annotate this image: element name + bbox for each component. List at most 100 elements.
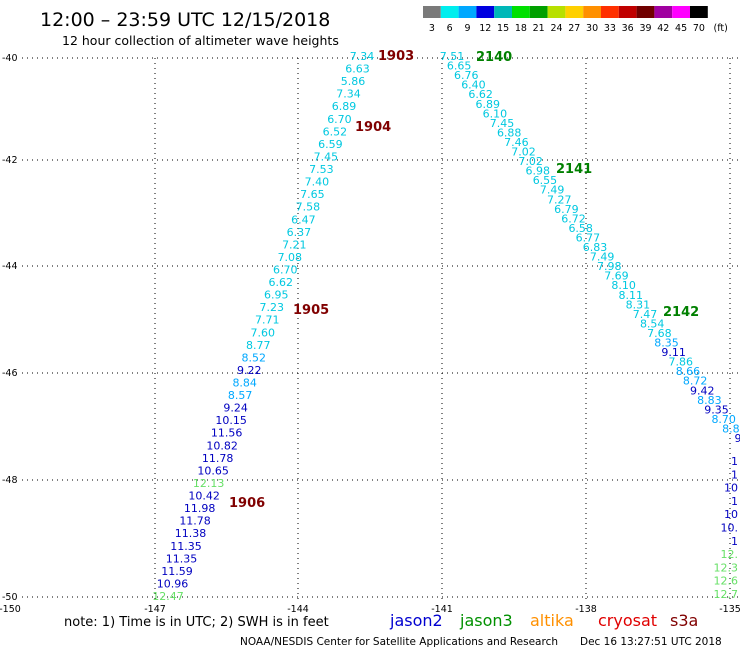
legend-label: 6 xyxy=(447,23,453,34)
wave-height-reading: 11.98 xyxy=(184,502,216,515)
wave-height-reading: 11.35 xyxy=(170,540,202,553)
wave-height-color-legend: 3 6 9 12 15 18 21 24 27 30 33 36 39 42 45 70 (ft) xyxy=(423,6,728,34)
wave-height-reading: 8.31 xyxy=(626,298,651,311)
wave-height-reading: 7.40 xyxy=(305,176,330,189)
wave-height-reading: 9.11 xyxy=(661,346,686,359)
page-title: 12:00 – 23:59 UTC 12/15/2018 xyxy=(40,9,330,31)
wave-height-reading: 7.58 xyxy=(296,201,321,214)
wave-height-reading: 1 xyxy=(731,468,738,481)
legend-swatch xyxy=(440,6,459,18)
wave-height-reading: 8.84 xyxy=(232,377,257,390)
legend-label: 30 xyxy=(586,23,598,34)
latitude-label: -42 xyxy=(2,155,18,166)
legend-swatch xyxy=(512,6,530,18)
wave-height-reading: 11.35 xyxy=(166,552,198,565)
wave-height-reading: 6.76 xyxy=(454,69,479,82)
wave-height-reading: 8.57 xyxy=(228,389,253,402)
latitude-label: -44 xyxy=(2,261,18,272)
wave-height-reading: 6.65 xyxy=(447,60,472,73)
wave-height-reading: 9.42 xyxy=(690,384,715,397)
wave-height-reading: 12.13 xyxy=(193,477,225,490)
legend-label: 3 xyxy=(429,23,435,34)
wave-height-reading: 6.58 xyxy=(568,222,593,235)
wave-height-reading: 7.45 xyxy=(314,150,339,163)
legend-label: 27 xyxy=(568,23,580,34)
wave-height-reading: 6.10 xyxy=(483,107,508,120)
legend-label: 45 xyxy=(675,23,687,34)
wave-height-reading: 8.83 xyxy=(697,394,722,407)
wave-height-reading: 12.6 xyxy=(714,575,739,588)
wave-height-reading: 10.82 xyxy=(206,439,238,452)
wave-height-reading: 7.21 xyxy=(282,238,307,251)
satellite-legend: jason2 jason3 altika cryosat s3a xyxy=(389,611,698,630)
legend-swatch xyxy=(529,6,548,18)
wave-height-reading: 8.70 xyxy=(711,413,736,426)
legend-swatch xyxy=(423,6,441,18)
wave-height-reading: 7.34 xyxy=(336,88,361,101)
wave-height-reading: 11.78 xyxy=(202,452,234,465)
longitude-label: -138 xyxy=(575,604,597,615)
legend-swatch xyxy=(690,6,708,18)
legend-label: 42 xyxy=(657,23,669,34)
wave-height-reading: 9 xyxy=(735,432,740,445)
wave-height-reading: 9.35 xyxy=(704,403,729,416)
wave-height-reading: 7.49 xyxy=(590,251,615,264)
wave-height-reading: 6.89 xyxy=(476,98,501,111)
wave-height-reading: 7.23 xyxy=(260,301,285,314)
wave-height-reading: 8.8 xyxy=(722,422,740,435)
satellite-name: cryosat xyxy=(598,611,657,630)
legend-label: 70 xyxy=(693,23,705,34)
wave-height-reading: 10. xyxy=(721,522,739,535)
wave-height-reading: 9.22 xyxy=(237,364,262,377)
wave-height-reading: 7.34 xyxy=(350,50,375,63)
wave-height-reading: 7.53 xyxy=(309,163,334,176)
wave-height-reading: 7.02 xyxy=(518,155,543,168)
wave-height-reading: 7.71 xyxy=(255,314,280,327)
legend-swatch xyxy=(476,6,495,18)
wave-height-reading: 7.08 xyxy=(278,251,303,264)
altimeter-tracks: 7.346.635.867.346.896.706.526.597.457.53… xyxy=(152,50,740,603)
wave-height-reading: 6.79 xyxy=(554,203,579,216)
wave-height-reading: 1 xyxy=(731,535,738,548)
legend-swatch xyxy=(565,6,584,18)
wave-height-reading: 11.38 xyxy=(175,527,207,540)
legend-swatch xyxy=(672,6,690,18)
latitude-label: -48 xyxy=(2,475,18,486)
wave-height-reading: 7.49 xyxy=(540,184,565,197)
pass-number-label: 2142 xyxy=(663,305,699,320)
pass-number-label: 1904 xyxy=(355,120,391,135)
legend-label: 33 xyxy=(604,23,616,34)
wave-height-reading: 6.95 xyxy=(264,289,289,302)
wave-height-reading: 1 xyxy=(731,455,738,468)
wave-height-reading: 12.47 xyxy=(152,590,184,603)
wave-height-reading: 7.46 xyxy=(504,136,529,149)
legend-label: (ft) xyxy=(714,23,728,34)
satellite-name: altika xyxy=(530,611,574,630)
wave-height-reading: 8.35 xyxy=(654,337,679,350)
wave-height-reading: 6.37 xyxy=(287,226,312,239)
wave-height-reading: 8.66 xyxy=(676,365,701,378)
legend-swatch xyxy=(494,6,512,18)
longitude-label: -141 xyxy=(431,604,453,615)
wave-height-reading: 12.7 xyxy=(714,588,739,601)
legend-swatch xyxy=(654,6,673,18)
longitude-label: -150 xyxy=(0,604,21,615)
longitude-label: -147 xyxy=(144,604,166,615)
timestamp: Dec 16 13:27:51 UTC 2018 xyxy=(580,636,722,648)
wave-height-reading: 7.69 xyxy=(604,270,629,283)
legend-label: 18 xyxy=(515,23,527,34)
wave-height-reading: 6.70 xyxy=(327,113,352,126)
credit-line: NOAA/NESDIS Center for Satellite Applica… xyxy=(240,636,558,648)
wave-height-reading: 6.72 xyxy=(561,212,586,225)
pass-labels: 1903 1904 1905 1906 2140 2141 2142 xyxy=(229,49,699,511)
legend-swatch xyxy=(618,6,637,18)
wave-height-reading: 6.77 xyxy=(576,231,601,244)
wave-height-reading: 6.63 xyxy=(345,63,370,76)
wave-height-reading: 7.65 xyxy=(300,188,325,201)
latitude-label: -46 xyxy=(2,368,18,379)
legend-label: 9 xyxy=(464,23,470,34)
pass-number-label: 2140 xyxy=(476,50,512,65)
wave-height-reading: 6.62 xyxy=(269,276,294,289)
wave-height-reading: 11.78 xyxy=(179,515,211,528)
